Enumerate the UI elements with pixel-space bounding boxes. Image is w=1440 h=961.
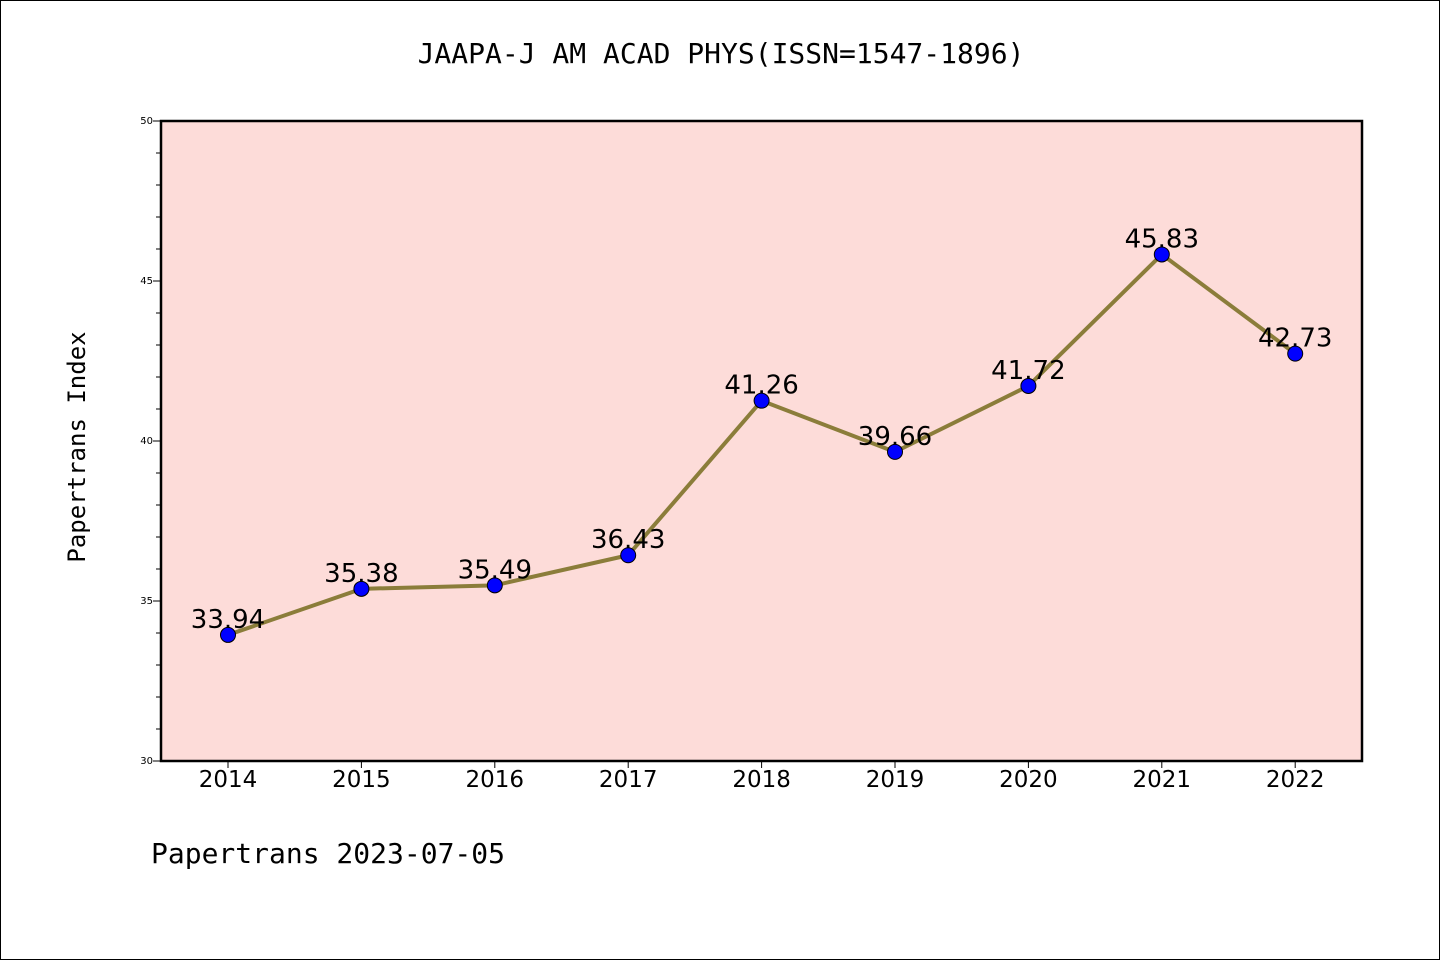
data-label: 41.72 — [991, 356, 1065, 386]
data-point — [753, 392, 770, 409]
x-tick-label: 2021 — [1133, 767, 1192, 793]
data-label: 35.49 — [458, 555, 532, 585]
data-point — [1153, 246, 1170, 263]
data-point — [220, 626, 236, 643]
x-tick-label: 2015 — [332, 767, 391, 793]
data-label: 39.66 — [858, 422, 932, 452]
data-label: 35.38 — [324, 559, 398, 589]
data-label: 36.43 — [591, 525, 665, 555]
data-point — [887, 443, 903, 460]
data-label: 45.83 — [1125, 224, 1199, 254]
data-label: 33.94 — [191, 605, 265, 635]
x-tick-label: 2017 — [599, 767, 658, 793]
chart-title: JAAPA-J AM ACAD PHYS(ISSN=1547-1896) — [417, 37, 1025, 70]
x-tick-label: 2014 — [199, 767, 258, 793]
x-tick-label: 2016 — [466, 767, 525, 793]
x-tick-label: 2019 — [866, 767, 925, 793]
data-point — [1020, 377, 1037, 394]
y-tick-label: 30 — [140, 756, 153, 767]
plot-area — [161, 121, 1362, 761]
data-label: 42.73 — [1258, 324, 1332, 354]
y-tick-label: 35 — [140, 596, 153, 607]
plot-frame — [159, 119, 1364, 763]
data-label: 41.26 — [724, 371, 798, 401]
y-tick-label: 50 — [140, 116, 153, 127]
footer-date: Papertrans 2023-07-05 — [151, 837, 506, 870]
data-point — [353, 580, 370, 597]
x-tick-label: 2018 — [732, 767, 791, 793]
y-tick-label: 45 — [140, 276, 153, 287]
y-tick-label: 40 — [140, 436, 153, 447]
x-tick-label: 2022 — [1266, 767, 1325, 793]
data-point — [486, 577, 503, 594]
data-point — [1287, 345, 1304, 362]
x-tick-label: 2020 — [999, 767, 1058, 793]
data-point — [620, 547, 637, 564]
